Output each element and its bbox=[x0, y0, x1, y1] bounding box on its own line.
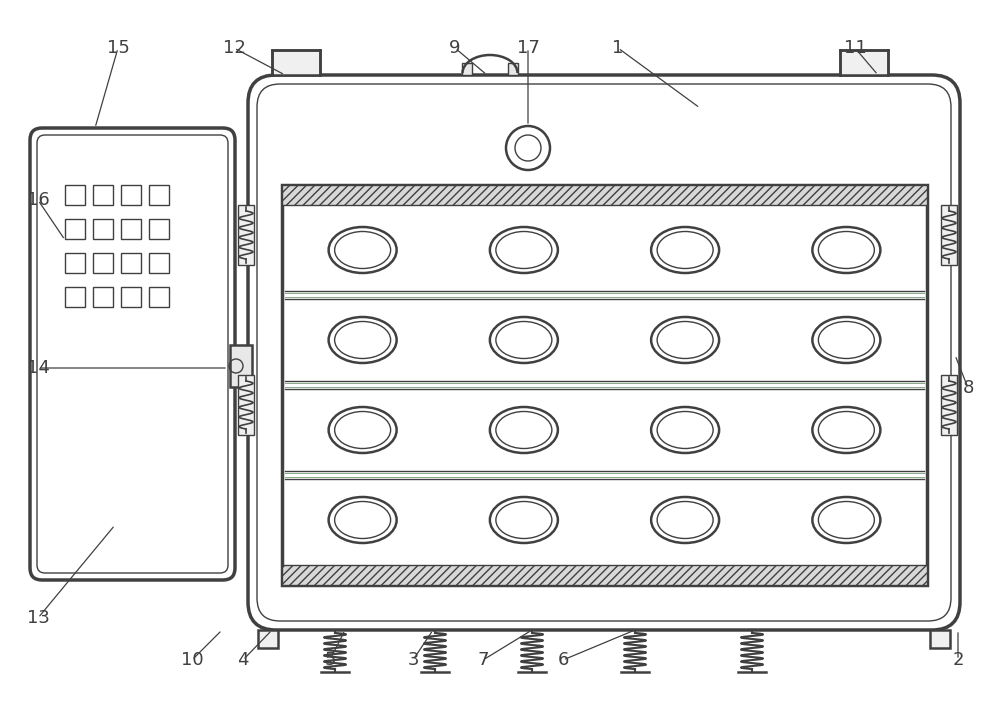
Bar bbox=[149, 219, 169, 239]
Bar bbox=[121, 185, 141, 205]
Text: 2: 2 bbox=[952, 651, 964, 669]
Text: 13: 13 bbox=[27, 609, 49, 627]
Text: 16: 16 bbox=[27, 191, 49, 209]
Text: 10: 10 bbox=[181, 651, 203, 669]
Bar bbox=[65, 287, 85, 307]
Bar bbox=[121, 219, 141, 239]
Bar bbox=[230, 345, 252, 387]
Bar bbox=[149, 185, 169, 205]
Bar bbox=[238, 205, 254, 265]
Bar bbox=[93, 185, 113, 205]
Bar bbox=[258, 630, 278, 648]
Bar bbox=[65, 219, 85, 239]
Bar bbox=[65, 253, 85, 273]
Bar bbox=[930, 630, 950, 648]
Bar bbox=[508, 63, 518, 75]
Bar bbox=[840, 50, 888, 75]
Text: 3: 3 bbox=[407, 651, 419, 669]
Bar bbox=[93, 219, 113, 239]
Text: 8: 8 bbox=[962, 379, 974, 397]
Bar bbox=[65, 185, 85, 205]
Bar bbox=[941, 375, 957, 435]
Text: 11: 11 bbox=[844, 39, 866, 57]
Text: 1: 1 bbox=[612, 39, 624, 57]
Bar bbox=[272, 50, 320, 75]
Bar bbox=[462, 63, 472, 75]
Text: 12: 12 bbox=[223, 39, 245, 57]
Text: 4: 4 bbox=[237, 651, 249, 669]
Bar bbox=[282, 185, 927, 585]
Bar bbox=[149, 287, 169, 307]
Bar bbox=[282, 565, 927, 585]
Text: 7: 7 bbox=[477, 651, 489, 669]
Bar bbox=[238, 375, 254, 435]
Bar bbox=[93, 287, 113, 307]
Text: 15: 15 bbox=[107, 39, 129, 57]
Text: 6: 6 bbox=[557, 651, 569, 669]
Text: 17: 17 bbox=[517, 39, 539, 57]
Bar bbox=[121, 287, 141, 307]
Bar bbox=[93, 253, 113, 273]
Bar bbox=[121, 253, 141, 273]
Text: 14: 14 bbox=[27, 359, 49, 377]
Bar bbox=[282, 185, 927, 205]
Bar bbox=[941, 205, 957, 265]
Text: 5: 5 bbox=[324, 651, 336, 669]
Bar bbox=[149, 253, 169, 273]
Text: 9: 9 bbox=[449, 39, 461, 57]
